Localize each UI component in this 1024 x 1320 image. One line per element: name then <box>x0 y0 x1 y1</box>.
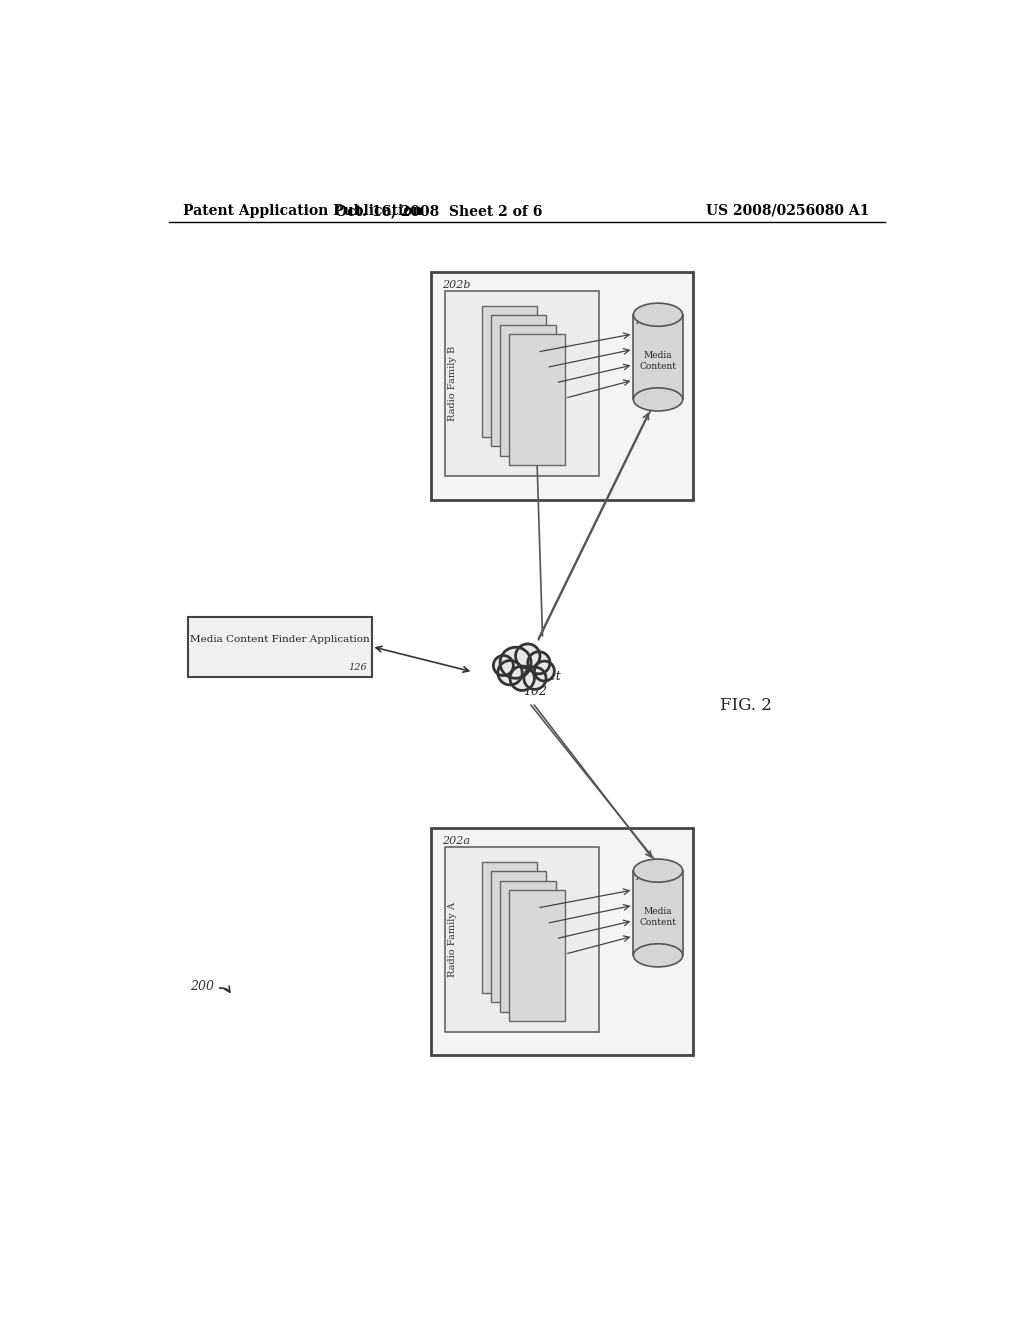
Text: Radio Family B: Radio Family B <box>447 346 457 421</box>
Ellipse shape <box>634 944 683 966</box>
Text: Media
Content: Media Content <box>640 907 677 927</box>
Text: 202b: 202b <box>441 280 470 290</box>
FancyBboxPatch shape <box>634 314 683 400</box>
Text: 126: 126 <box>348 663 367 672</box>
FancyBboxPatch shape <box>509 334 565 465</box>
FancyBboxPatch shape <box>481 862 538 993</box>
Text: Radio
Stations: Radio Stations <box>511 986 549 1006</box>
Text: 204: 204 <box>528 453 546 462</box>
Text: 116: 116 <box>635 318 651 326</box>
Circle shape <box>510 667 535 690</box>
FancyBboxPatch shape <box>509 890 565 1020</box>
Text: FIG. 2: FIG. 2 <box>720 697 771 714</box>
FancyBboxPatch shape <box>490 871 547 1002</box>
Ellipse shape <box>634 388 683 411</box>
Circle shape <box>500 647 531 678</box>
Ellipse shape <box>634 859 683 882</box>
Circle shape <box>498 660 522 685</box>
Circle shape <box>527 652 550 673</box>
Text: 200: 200 <box>189 979 214 993</box>
Text: US 2008/0256080 A1: US 2008/0256080 A1 <box>707 203 869 218</box>
Circle shape <box>494 656 513 676</box>
Circle shape <box>515 644 540 668</box>
Text: Media Content Finder Application: Media Content Finder Application <box>190 635 370 644</box>
FancyBboxPatch shape <box>481 306 538 437</box>
Text: Media
Content: Media Content <box>640 351 677 371</box>
Circle shape <box>535 661 554 681</box>
Text: Radio
Stations: Radio Stations <box>511 430 549 450</box>
Circle shape <box>524 667 546 689</box>
FancyBboxPatch shape <box>500 880 556 1011</box>
FancyBboxPatch shape <box>634 871 683 956</box>
Text: 204: 204 <box>528 1010 546 1018</box>
Text: 116: 116 <box>635 874 651 882</box>
Text: Radio Family A: Radio Family A <box>447 902 457 977</box>
Text: 202a: 202a <box>441 836 470 846</box>
FancyBboxPatch shape <box>500 325 556 455</box>
Text: Internet
102: Internet 102 <box>509 671 561 698</box>
FancyBboxPatch shape <box>444 290 599 475</box>
FancyBboxPatch shape <box>431 272 692 499</box>
Text: Oct. 16, 2008  Sheet 2 of 6: Oct. 16, 2008 Sheet 2 of 6 <box>335 203 543 218</box>
Ellipse shape <box>634 304 683 326</box>
Text: Patent Application Publication: Patent Application Publication <box>183 203 423 218</box>
FancyBboxPatch shape <box>444 847 599 1032</box>
FancyBboxPatch shape <box>188 616 372 677</box>
FancyBboxPatch shape <box>490 315 547 446</box>
FancyBboxPatch shape <box>431 829 692 1056</box>
